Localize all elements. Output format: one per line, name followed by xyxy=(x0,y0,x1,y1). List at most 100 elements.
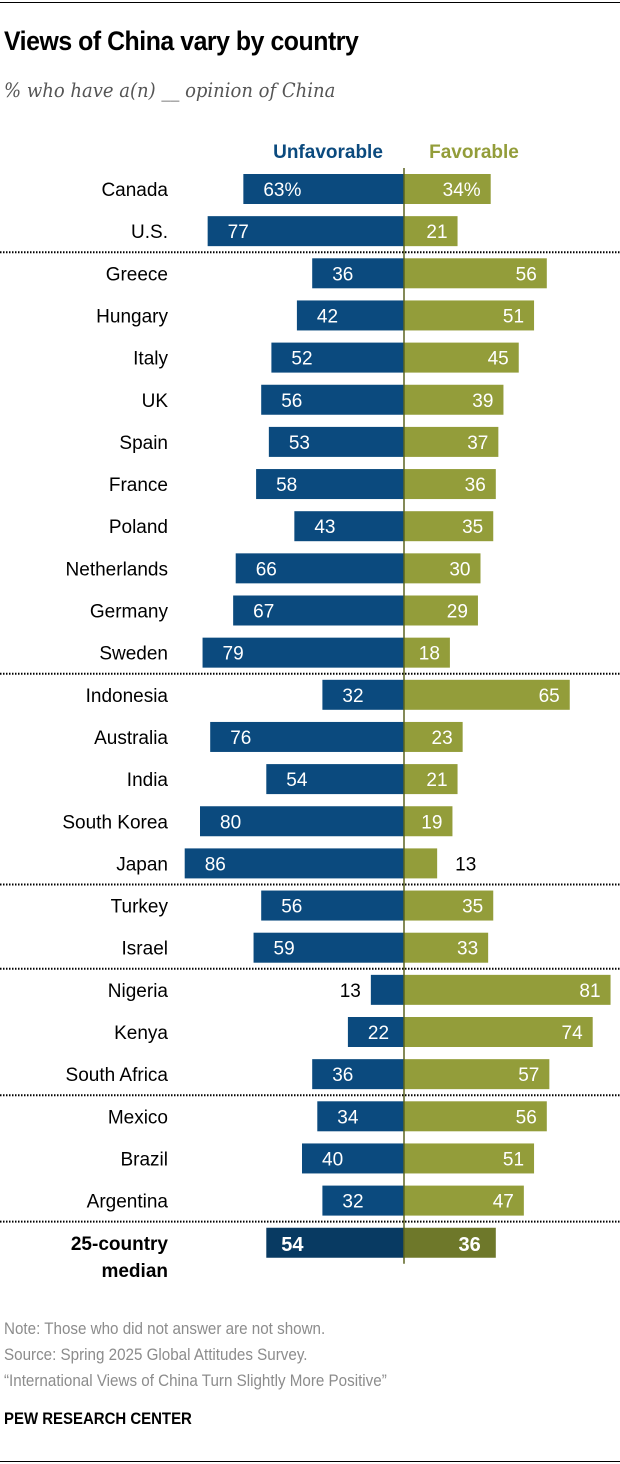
value-label-favorable: 21 xyxy=(426,770,447,791)
bar-favorable xyxy=(404,764,458,795)
category-label: France xyxy=(109,475,168,496)
value-label-favorable: 47 xyxy=(493,1192,514,1213)
value-label-favorable: 13 xyxy=(455,854,476,875)
value-label-favorable: 56 xyxy=(516,1107,537,1128)
bar-unfavorable xyxy=(200,806,404,837)
bar-favorable xyxy=(404,258,547,289)
bar-unfavorable xyxy=(322,1185,404,1216)
top-rule xyxy=(0,2,620,3)
bar-unfavorable xyxy=(207,216,404,247)
source-text: Source: Spring 2025 Global Attitudes Sur… xyxy=(4,1346,308,1364)
bar-favorable xyxy=(404,806,453,837)
value-label-favorable: 51 xyxy=(503,1149,524,1170)
median-label-line2: median xyxy=(101,1261,168,1282)
value-label-favorable: 36 xyxy=(465,475,486,496)
bar-favorable xyxy=(404,216,458,247)
value-label-favorable: 35 xyxy=(462,517,483,538)
value-label-unfavorable: 67 xyxy=(253,602,274,623)
bar-unfavorable xyxy=(184,848,404,879)
bar-median-unfavorable xyxy=(266,1227,404,1258)
value-label-unfavorable: 77 xyxy=(228,222,249,243)
bar-favorable xyxy=(404,511,494,542)
bar-unfavorable xyxy=(312,1059,404,1090)
bar-favorable xyxy=(404,1059,550,1090)
value-label-favorable: 65 xyxy=(539,686,560,707)
bar-favorable xyxy=(404,553,481,584)
value-label-favorable: 19 xyxy=(421,812,442,833)
category-label: UK xyxy=(142,391,169,412)
value-label-unfavorable: 22 xyxy=(368,1023,389,1044)
value-label-unfavorable: 52 xyxy=(291,349,312,370)
value-label-favorable: 33 xyxy=(457,939,478,960)
bar-unfavorable xyxy=(261,384,404,415)
value-label-favorable: 81 xyxy=(579,981,600,1002)
bar-unfavorable xyxy=(302,1143,404,1174)
value-label-favorable: 30 xyxy=(449,559,470,580)
value-label-favorable: 29 xyxy=(447,602,468,623)
bar-unfavorable xyxy=(256,469,404,500)
category-label: India xyxy=(127,770,169,791)
report-title-text: “International Views of China Turn Sligh… xyxy=(4,1372,387,1390)
value-label-median-favorable: 36 xyxy=(459,1234,481,1256)
legend-unfavorable: Unfavorable xyxy=(273,142,383,163)
value-label-unfavorable: 13 xyxy=(340,981,361,1002)
value-label-unfavorable: 79 xyxy=(223,644,244,665)
category-label: Canada xyxy=(101,180,168,201)
bar-favorable xyxy=(404,300,535,331)
value-label-favorable: 18 xyxy=(419,644,440,665)
bar-favorable xyxy=(404,679,570,710)
value-label-favorable: 23 xyxy=(432,728,453,749)
value-label-favorable: 56 xyxy=(516,264,537,285)
category-label: Nigeria xyxy=(108,981,169,1002)
bar-unfavorable xyxy=(317,1101,404,1132)
pew-logo-text: PEW RESEARCH CENTER xyxy=(4,1409,192,1428)
category-label: South Africa xyxy=(66,1065,169,1086)
category-label: Japan xyxy=(116,854,168,875)
bottom-rule xyxy=(0,1461,620,1462)
category-label: Greece xyxy=(106,264,168,285)
value-label-unfavorable: 34 xyxy=(337,1107,359,1128)
bar-unfavorable xyxy=(312,258,404,289)
bar-favorable xyxy=(404,637,450,668)
median-label-line1: 25-country xyxy=(71,1234,169,1255)
category-label: Kenya xyxy=(114,1023,168,1044)
bar-unfavorable xyxy=(268,426,404,457)
category-label: Argentina xyxy=(87,1192,169,1213)
value-label-favorable: 35 xyxy=(462,897,483,918)
value-label-favorable: 57 xyxy=(518,1065,539,1086)
bar-unfavorable xyxy=(347,1017,404,1047)
bar-favorable xyxy=(404,1017,593,1047)
value-label-unfavorable: 59 xyxy=(274,939,295,960)
category-label: Spain xyxy=(119,433,168,454)
value-label-favorable: 39 xyxy=(472,391,493,412)
category-label: Brazil xyxy=(120,1149,168,1170)
bar-favorable xyxy=(404,595,478,626)
value-label-unfavorable: 56 xyxy=(281,391,302,412)
bar-favorable xyxy=(404,721,463,752)
category-label: Germany xyxy=(90,602,169,623)
bar-median-favorable xyxy=(404,1227,496,1258)
value-label-unfavorable: 36 xyxy=(332,264,353,285)
category-label: Israel xyxy=(122,939,168,960)
value-label-unfavorable: 86 xyxy=(205,854,226,875)
bar-favorable xyxy=(404,848,438,879)
value-label-favorable: 51 xyxy=(503,306,524,327)
value-label-median-unfavorable: 54 xyxy=(281,1234,304,1256)
bar-unfavorable xyxy=(202,637,404,668)
value-label-favorable: 74 xyxy=(562,1023,584,1044)
chart-subtitle: % who have a(n) __ opinion of China xyxy=(4,78,336,102)
bar-unfavorable xyxy=(235,553,404,584)
value-label-unfavorable: 32 xyxy=(342,686,363,707)
bar-favorable xyxy=(404,1185,524,1216)
bar-unfavorable xyxy=(322,679,404,710)
bar-favorable xyxy=(404,1101,547,1132)
category-label: Italy xyxy=(133,349,168,370)
category-label: South Korea xyxy=(62,812,168,833)
category-label: Sweden xyxy=(99,644,168,665)
value-label-unfavorable: 36 xyxy=(332,1065,353,1086)
bar-unfavorable xyxy=(233,595,404,626)
value-label-unfavorable: 42 xyxy=(317,306,338,327)
category-label: Turkey xyxy=(111,897,169,918)
category-label: Poland xyxy=(109,517,168,538)
legend-favorable: Favorable xyxy=(429,142,519,163)
